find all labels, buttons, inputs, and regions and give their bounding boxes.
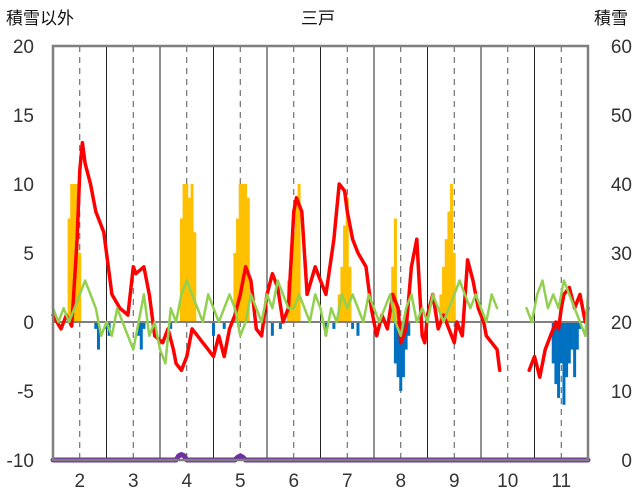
snow-bar-bar — [187, 197, 191, 322]
neg-bar-bar — [278, 322, 282, 329]
snow-bar-bar — [185, 184, 189, 322]
snow-bar-bar — [70, 184, 74, 322]
neg-bar-bar — [139, 322, 143, 350]
neg-bar-bar — [559, 322, 563, 364]
snow-bar-bar — [236, 218, 240, 322]
neg-bar-bar — [557, 322, 561, 398]
snow-bar-bar — [233, 253, 237, 322]
neg-bar-bar — [351, 322, 355, 329]
neg-bar-bar — [137, 322, 141, 336]
snow-bar-bar — [241, 184, 245, 322]
neg-bar-bar — [324, 322, 328, 336]
neg-bar-bar — [142, 322, 146, 329]
grid — [79, 46, 562, 460]
x-tick: 5 — [235, 471, 246, 492]
neg-bar-bar — [570, 322, 574, 350]
left-axis-label: 積雪以外 — [6, 9, 74, 29]
y-tick-left: 20 — [13, 37, 34, 58]
y-tick-left: -5 — [17, 382, 34, 403]
neg-bar-bar — [562, 322, 566, 405]
neg-bar-bar — [399, 322, 403, 391]
y-tick-right: 60 — [611, 37, 632, 58]
snow-bar-bar — [244, 184, 248, 322]
snow-bar-bar — [294, 197, 298, 322]
neg-bar-bar — [212, 322, 215, 336]
snow-bar-bar — [292, 232, 296, 322]
neg-bar-bar — [169, 322, 173, 329]
snow-bar-bar — [246, 197, 250, 322]
neg-bar-bar — [567, 322, 571, 364]
snow-bar-bar — [193, 232, 197, 322]
neg-bar-bar — [401, 322, 405, 378]
neg-bar-bar — [551, 322, 555, 364]
neg-bar-bar — [578, 322, 582, 329]
snow-bar-bar — [238, 184, 242, 322]
neg-bar-bar — [575, 322, 579, 350]
x-tick: 3 — [128, 471, 139, 492]
x-tick: 7 — [342, 471, 353, 492]
x-tick: 8 — [395, 471, 406, 492]
neg-bar-bar — [393, 322, 397, 364]
snow-bar-bar — [345, 197, 349, 322]
snow-bar-bar — [447, 211, 451, 322]
x-tick: 11 — [551, 471, 571, 492]
neg-bar-bar — [565, 322, 569, 378]
snow-bar-bar — [72, 184, 76, 322]
snow-bar-bar — [393, 218, 397, 322]
snow-bar-bar — [439, 294, 443, 322]
snow-bar-bar — [442, 266, 446, 322]
y-tick-left: 15 — [13, 106, 34, 127]
neg-bar-bar — [94, 322, 98, 329]
y-tick-left: 0 — [23, 313, 34, 334]
snow-bar-bar — [348, 266, 352, 322]
snow-bar-bar — [67, 218, 71, 322]
snow-bars — [67, 184, 456, 322]
snow-bar-bar — [452, 253, 456, 322]
plot-frame — [51, 44, 590, 462]
neg-bar-bar — [404, 322, 408, 350]
max-temp-b-line — [527, 285, 590, 379]
neg-bar-bar — [332, 322, 336, 329]
neg-bar-bar — [407, 322, 411, 336]
right-axis-ticks: 60 50 40 30 20 10 0 — [611, 37, 632, 472]
x-tick: 9 — [449, 471, 460, 492]
temp-line-b-line — [525, 279, 590, 338]
snow-bar-bar — [343, 225, 347, 322]
snow-bar-bar — [190, 184, 194, 322]
x-tick: 6 — [288, 471, 299, 492]
left-axis-ticks: 20 15 10 5 0 -5 -10 — [7, 37, 34, 472]
x-tick: 10 — [497, 471, 518, 492]
neg-bar-bar — [554, 322, 558, 385]
y-tick-right: 0 — [621, 451, 632, 472]
y-tick-right: 10 — [611, 382, 632, 403]
max-temp-line — [51, 140, 502, 373]
snow-bar-bar — [450, 184, 454, 322]
right-axis-label: 積雪 — [594, 9, 628, 29]
y-tick-left: 5 — [23, 244, 34, 265]
neg-bar-bar — [356, 322, 360, 336]
y-tick-right: 50 — [611, 106, 632, 127]
snow-bar-bar — [179, 218, 183, 322]
neg-bar-bar — [270, 322, 274, 336]
neg-bar-bar — [96, 322, 100, 350]
snow-bar-bar — [78, 253, 82, 322]
neg-bar-bar — [573, 322, 577, 378]
neg-bar-bar — [396, 322, 400, 378]
y-tick-left: 10 — [13, 175, 34, 196]
y-tick-right: 40 — [611, 175, 632, 196]
chart-title: 三戸 — [301, 9, 335, 29]
snow-bar-bar — [444, 239, 448, 322]
y-tick-left: -10 — [7, 451, 34, 472]
x-tick: 2 — [74, 471, 85, 492]
neg-bar-bar — [222, 322, 226, 329]
y-tick-right: 30 — [611, 244, 632, 265]
temp-line-line — [51, 279, 499, 365]
snow-bar-bar — [297, 184, 301, 322]
snow-bar-bar — [182, 184, 186, 322]
x-axis-ticks: 2 3 4 5 6 7 8 9 10 11 — [74, 471, 571, 492]
x-tick: 4 — [181, 471, 192, 492]
y-tick-right: 20 — [611, 313, 632, 334]
